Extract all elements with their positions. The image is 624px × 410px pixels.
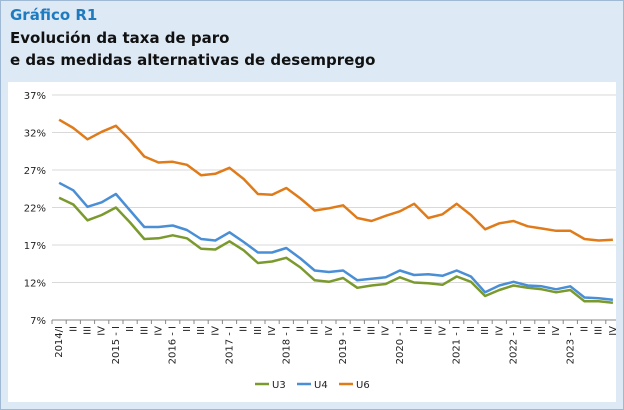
x-tick-label: II [125,326,136,332]
y-tick-label: 37% [24,91,46,102]
x-tick-label: III [423,326,434,335]
y-tick-label: 27% [24,166,46,177]
chart-subtitle: e das medidas alternativas de desemprego [10,51,375,69]
x-tick-label: II [296,326,307,332]
x-tick-label: II [182,326,193,332]
x-tick-label: 2016 - I [168,326,179,364]
legend-label: U3 [272,380,286,391]
y-tick-label: 32% [24,129,46,140]
x-tick-label: IV [267,326,278,336]
x-tick-label: II [239,326,250,332]
x-tick-label: III [367,326,378,335]
x-tick-label: II [580,326,591,332]
x-tick-label: III [139,326,150,335]
x-tick-label: 2019 - I [338,326,349,364]
x-tick-label: IV [438,326,449,336]
legend-label: U4 [314,380,328,391]
series-line [58,181,614,302]
x-tick-label: 2014/I [54,326,65,358]
x-tick-label: IV [551,326,562,336]
x-tick-label: II [466,326,477,332]
series-line [58,196,614,305]
x-tick-label: III [253,326,264,335]
x-tick-label: III [594,326,605,335]
x-tick-label: 2023 - I [565,326,576,364]
x-tick-label: 2017 - I [225,326,236,364]
x-tick-label: 2020 - I [395,326,406,364]
x-tick-label: III [196,326,207,335]
x-tick-label: IV [210,326,221,336]
x-tick-label: IV [608,326,619,336]
x-tick-label: IV [154,326,165,336]
y-tick-label: 12% [24,279,46,290]
x-tick-label: IV [97,326,108,336]
series-line [58,118,613,242]
plot-panel [8,82,616,402]
x-tick-label: IV [381,326,392,336]
y-tick-label: 17% [24,241,46,252]
x-tick-label: II [352,326,363,332]
x-tick-label: II [409,326,420,332]
x-tick-label: III [537,326,548,335]
x-tick-label: II [523,326,534,332]
chart-label: Gráfico R1 [10,6,97,24]
x-tick-label: 2018 - I [281,326,292,364]
x-tick-label: IV [494,326,505,336]
x-tick-label: 2021 - I [452,326,463,364]
chart-title: Evolución da taxa de paro [10,29,229,47]
x-tick-label: III [480,326,491,335]
legend-label: U6 [356,380,370,391]
x-tick-label: 2022 - I [509,326,520,364]
y-tick-label: 22% [24,204,46,215]
x-tick-label: IV [324,326,335,336]
x-tick-label: III [83,326,94,335]
x-tick-label: 2015 - I [111,326,122,364]
x-tick-label: III [310,326,321,335]
x-tick-label: II [68,326,79,332]
y-tick-label: 7% [30,316,46,327]
